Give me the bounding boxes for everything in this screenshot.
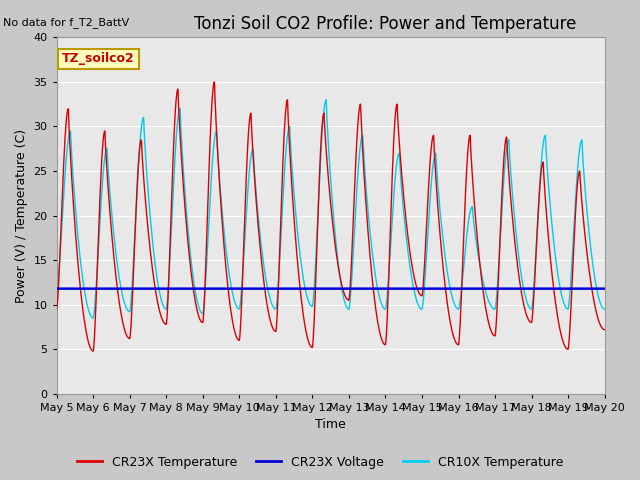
CR23X Temperature — [287, 168, 295, 174]
CR10X Temperature — [148, 232, 156, 238]
CR23X Temperature — [590, 300, 598, 305]
CR23X Voltage — [601, 286, 609, 291]
CR23X Temperature — [148, 262, 156, 267]
CR10X Temperature — [590, 272, 598, 277]
X-axis label: Time: Time — [316, 419, 346, 432]
CR23X Voltage — [53, 286, 61, 291]
Text: TZ_soilco2: TZ_soilco2 — [62, 52, 135, 65]
CR10X Temperature — [287, 144, 294, 150]
Y-axis label: Power (V) / Temperature (C): Power (V) / Temperature (C) — [15, 129, 28, 302]
CR23X Voltage — [590, 286, 598, 291]
CR23X Temperature — [601, 327, 609, 333]
CR10X Temperature — [531, 263, 539, 268]
CR10X Temperature — [116, 276, 124, 281]
CR23X Voltage — [287, 286, 294, 291]
Text: No data for f_T2_BattV: No data for f_T2_BattV — [3, 17, 129, 28]
CR10X Temperature — [53, 288, 61, 294]
CR10X Temperature — [323, 97, 330, 103]
CR10X Temperature — [601, 306, 609, 312]
CR23X Temperature — [53, 306, 61, 312]
Line: CR23X Temperature: CR23X Temperature — [57, 82, 605, 351]
CR23X Temperature — [116, 300, 124, 306]
Title: Tonzi Soil CO2 Profile: Power and Temperature: Tonzi Soil CO2 Profile: Power and Temper… — [195, 15, 577, 33]
CR23X Temperature — [211, 79, 218, 85]
CR10X Temperature — [263, 282, 271, 288]
CR23X Temperature — [89, 348, 97, 354]
Line: CR10X Temperature: CR10X Temperature — [57, 100, 605, 318]
Legend: CR23X Temperature, CR23X Voltage, CR10X Temperature: CR23X Temperature, CR23X Voltage, CR10X … — [72, 451, 568, 474]
CR10X Temperature — [90, 315, 97, 321]
CR23X Voltage — [148, 286, 156, 291]
CR23X Temperature — [263, 302, 271, 308]
CR23X Voltage — [263, 286, 271, 291]
CR23X Voltage — [531, 286, 539, 291]
CR23X Temperature — [531, 268, 539, 274]
CR23X Voltage — [115, 286, 123, 291]
